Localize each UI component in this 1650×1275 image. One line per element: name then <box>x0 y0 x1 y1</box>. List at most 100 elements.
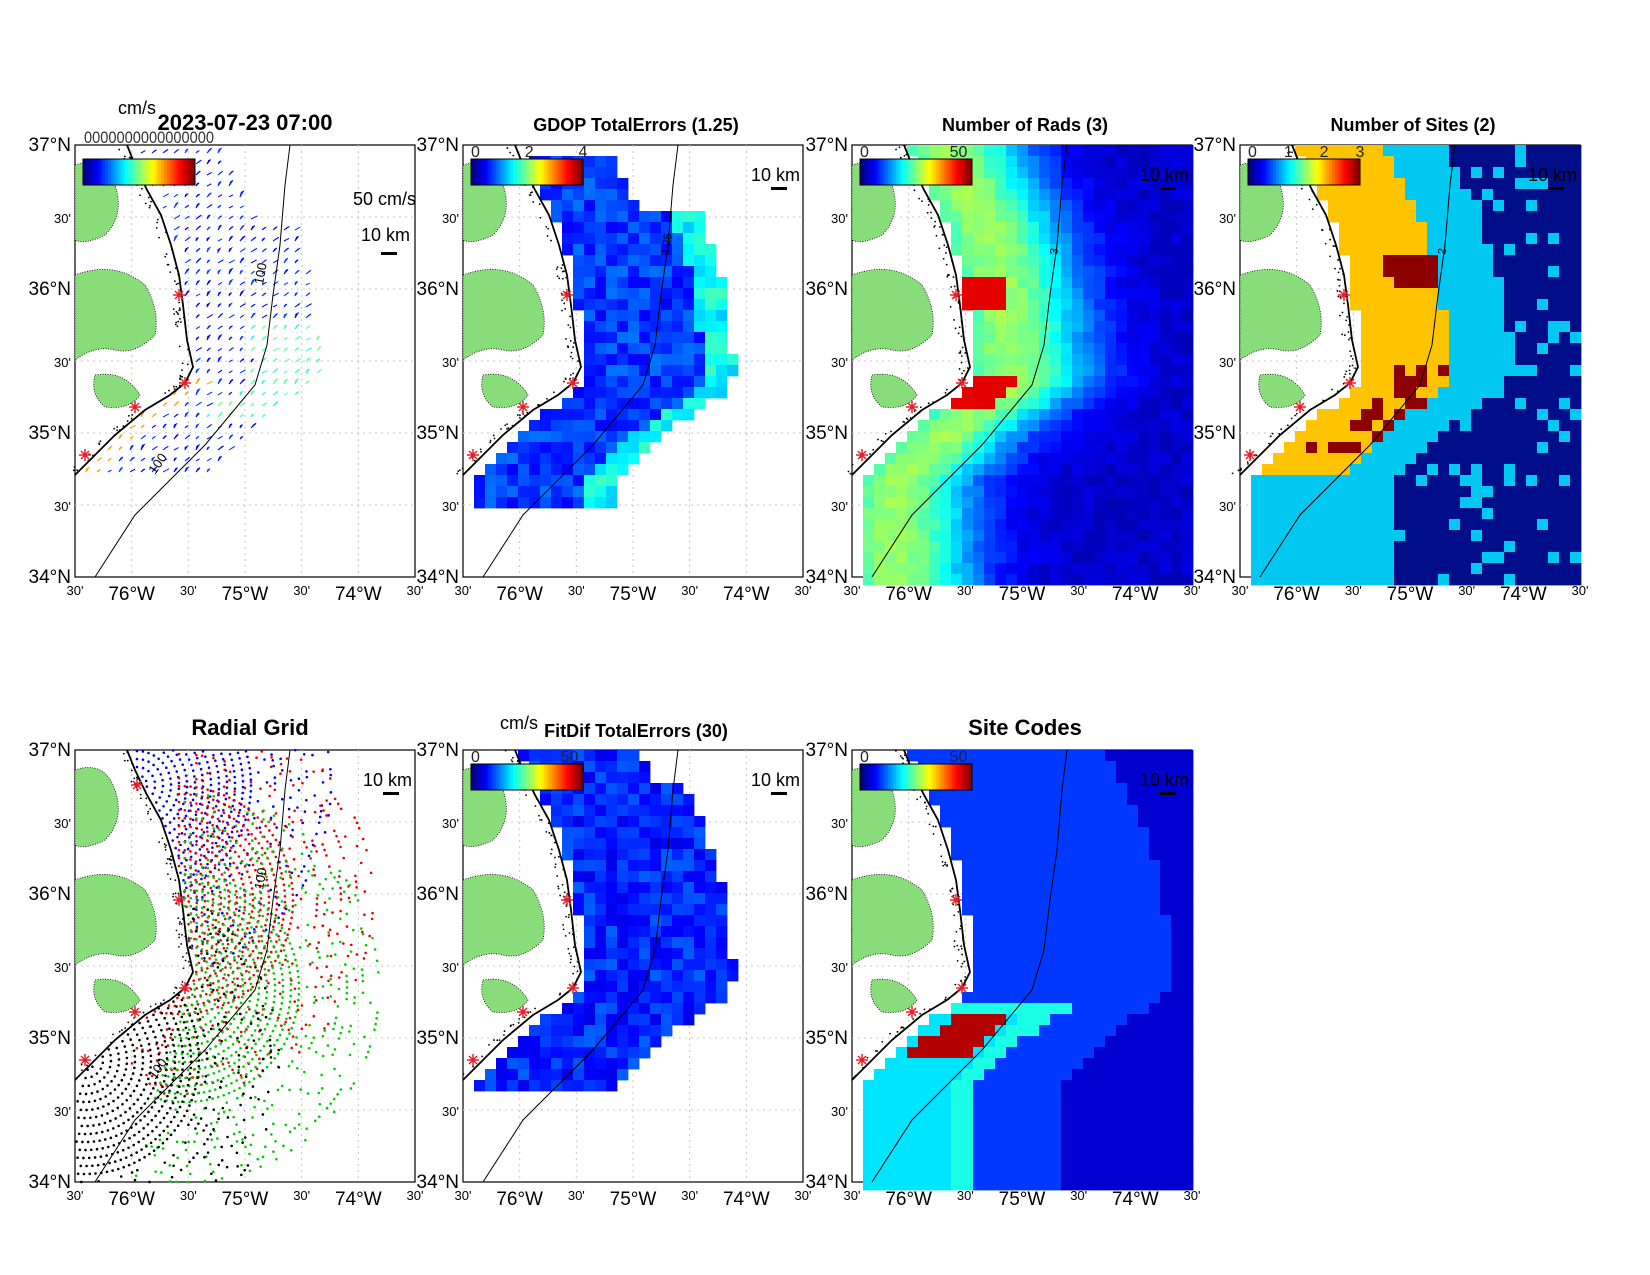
grid-cell <box>1471 508 1483 520</box>
radial-dot <box>252 1015 255 1018</box>
radial-dot <box>250 910 254 913</box>
grid-cell <box>1306 574 1318 586</box>
grid-cell <box>1559 365 1571 377</box>
radial-dot <box>189 793 192 796</box>
grid-cell <box>1548 189 1560 201</box>
radial-dot <box>247 863 251 867</box>
radial-dot <box>220 814 223 818</box>
grid-cell <box>1405 310 1417 322</box>
grid-cell <box>1182 332 1194 344</box>
grid-cell <box>1006 189 1018 201</box>
grid-cell <box>1493 189 1505 201</box>
grid-cell <box>1105 189 1117 201</box>
grid-cell <box>1083 365 1095 377</box>
radial-dot <box>189 920 193 924</box>
radial-dot <box>89 1148 93 1152</box>
radial-dot <box>208 1089 211 1093</box>
grid-cell <box>1083 563 1095 575</box>
grid-cell <box>1416 200 1428 212</box>
radial-dot <box>177 840 181 844</box>
radial-dot <box>225 774 228 778</box>
radial-dot <box>280 1002 284 1005</box>
radial-dot <box>207 976 211 979</box>
radial-dot <box>239 887 242 890</box>
grid-cell <box>1405 299 1417 311</box>
radial-dot <box>216 770 220 774</box>
radial-dot <box>209 981 212 985</box>
grid-cell <box>984 211 996 223</box>
radial-dot <box>331 887 334 890</box>
radial-dot <box>176 1090 179 1094</box>
grid-cell <box>650 310 662 322</box>
grid-cell <box>1039 376 1051 388</box>
radial-dot <box>117 1124 120 1128</box>
grid-cell <box>1072 376 1084 388</box>
grid-cell <box>1160 178 1172 190</box>
grid-cell <box>1394 442 1406 454</box>
radial-dot <box>192 1024 196 1028</box>
grid-cell <box>973 145 985 157</box>
grid-cell <box>1548 266 1560 278</box>
grid-cell <box>628 200 640 212</box>
grid-cell <box>1438 475 1450 487</box>
radial-dot <box>221 1076 225 1080</box>
grid-cell <box>1427 233 1439 245</box>
radial-dot <box>212 884 216 888</box>
radial-dot <box>303 1070 306 1074</box>
grid-cell <box>1416 277 1428 289</box>
radial-dot <box>141 766 145 770</box>
grid-cell <box>1394 332 1406 344</box>
grid-cell <box>1116 486 1128 498</box>
radial-dot <box>158 1133 162 1137</box>
vector-arrow <box>261 314 268 319</box>
radial-dot <box>222 793 226 797</box>
grid-cell <box>1039 178 1051 190</box>
radial-dot <box>272 805 275 808</box>
radial-dot <box>215 854 219 858</box>
radial-dot <box>234 824 238 828</box>
radial-dot <box>217 809 220 812</box>
vector-arrow <box>239 224 245 231</box>
radial-dot <box>275 940 278 943</box>
radial-dot <box>295 1010 298 1013</box>
grid-cell <box>973 332 985 344</box>
radial-dot <box>240 1076 243 1079</box>
radial-dot <box>289 922 292 925</box>
vector-arrow <box>129 468 136 473</box>
grid-cell <box>1039 574 1051 586</box>
grid-cell <box>1116 178 1128 190</box>
radial-dot <box>177 856 181 860</box>
radial-dot <box>76 1172 80 1176</box>
radial-dot <box>173 1092 177 1095</box>
radial-dot <box>246 927 249 930</box>
radial-dot <box>307 1046 311 1050</box>
radial-dot <box>183 808 187 812</box>
radial-dot <box>143 1155 146 1159</box>
radial-dot <box>142 1137 145 1140</box>
radial-dot <box>352 1082 356 1085</box>
grid-cell <box>573 266 585 278</box>
grid-cell <box>1460 508 1472 520</box>
grid-cell <box>1372 343 1384 355</box>
grid-cell <box>683 288 695 300</box>
radial-dot <box>217 980 220 983</box>
grid-cell <box>1127 420 1139 432</box>
vector-arrow <box>195 237 199 242</box>
grid-cell <box>1526 541 1538 553</box>
grid-cell <box>1149 156 1161 168</box>
radial-dot <box>168 1164 172 1167</box>
radial-dot <box>194 1100 197 1103</box>
grid-cell <box>1094 398 1106 410</box>
vector-arrow <box>173 201 179 209</box>
radial-dot <box>268 784 272 788</box>
radial-dot <box>167 771 171 775</box>
radial-dot <box>259 951 263 955</box>
grid-cell <box>1328 552 1340 564</box>
grid-cell <box>896 530 908 542</box>
radial-dot <box>156 1089 160 1092</box>
grid-cell <box>973 156 985 168</box>
radial-dot <box>265 918 268 922</box>
radial-dot <box>191 1036 194 1039</box>
grid-cell <box>1094 541 1106 553</box>
radial-dot <box>210 944 214 948</box>
